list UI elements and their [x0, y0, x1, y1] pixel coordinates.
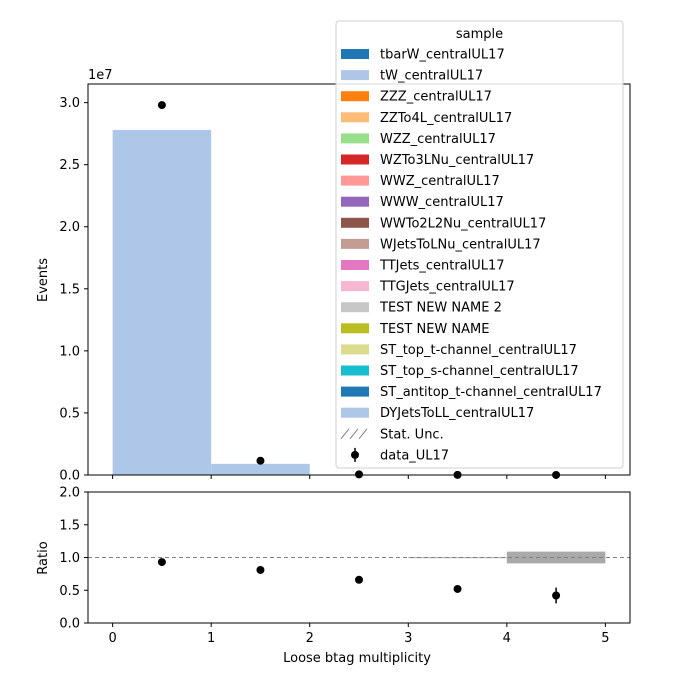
main-y-tick-label: 1.5	[59, 282, 80, 297]
main-y-tick-label: 1.0	[59, 344, 80, 359]
legend-swatch	[341, 112, 369, 123]
legend-entry-label: tbarW_centralUL17	[380, 48, 505, 63]
data-point-bin-0	[157, 101, 166, 110]
main-y-tick-label: 2.0	[59, 220, 80, 235]
ratio-y-tick-label: 0.0	[59, 617, 80, 632]
data-point-bin-1	[256, 456, 265, 465]
x-tick-label: 2	[306, 631, 314, 646]
legend-swatch	[341, 91, 369, 102]
legend-swatch	[341, 217, 369, 228]
legend-entry-label: ST_top_t-channel_centralUL17	[380, 343, 577, 358]
main-y-tick-label: 2.5	[59, 158, 80, 173]
hatch-line	[349, 428, 359, 440]
legend-swatch	[341, 386, 369, 397]
legend-swatch	[341, 281, 369, 292]
ratio-unc-band-1	[506, 551, 606, 564]
x-tick-label: 0	[108, 631, 116, 646]
legend-swatch	[341, 49, 369, 59]
x-tick-label: 1	[207, 631, 215, 646]
legend-entry-label: tW_centralUL17	[380, 69, 483, 84]
y-axis-label-ratio: Ratio	[36, 541, 51, 574]
legend-entry-label: DYJetsToLL_centralUL17	[380, 406, 534, 421]
y-scale-label: 1e7	[88, 68, 113, 83]
stack-bar-bin-1	[211, 463, 310, 475]
legend-entry-label: TEST NEW NAME 2	[379, 301, 502, 316]
hatch-line	[358, 428, 368, 440]
ratio-point-4	[552, 591, 561, 600]
x-tick-label: 3	[404, 631, 412, 646]
ratio-y-tick-label: 1.5	[59, 518, 80, 533]
legend-swatch	[341, 323, 369, 334]
ratio-point-1	[256, 565, 265, 574]
legend-entry-label: WWTo2L2Nu_centralUL17	[380, 216, 546, 231]
ratio-y-tick-label: 0.5	[59, 584, 80, 599]
legend-swatch	[341, 175, 369, 186]
legend-swatch	[341, 365, 369, 376]
legend-entry-label: TTGJets_centralUL17	[379, 280, 515, 295]
legend-entry-label: ZZTo4L_centralUL17	[380, 111, 512, 126]
legend-data-label: data_UL17	[380, 448, 449, 463]
legend-entry-label: TEST NEW NAME	[379, 322, 489, 337]
legend-entry-label: ZZZ_centralUL17	[380, 90, 492, 105]
ratio-y-tick-label: 1.0	[59, 551, 80, 566]
x-tick-label: 4	[503, 631, 511, 646]
legend-entry-label: WWW_centralUL17	[380, 195, 504, 210]
ratio-unc-band-0	[408, 557, 507, 559]
legend-entry-label: ST_antitop_t-channel_centralUL17	[380, 385, 602, 400]
legend-swatch	[341, 154, 369, 165]
ratio-point-2	[355, 575, 363, 584]
main-y-tick-label: 0.0	[59, 469, 80, 484]
legend-swatch	[341, 344, 369, 355]
legend-swatch	[341, 302, 369, 313]
legend-swatch	[341, 238, 369, 249]
ratio-y-tick-label: 2.0	[59, 486, 80, 501]
legend-unc-hatch-icon	[340, 428, 368, 440]
legend-entry-label: WZTo3LNu_centralUL17	[380, 153, 534, 168]
legend-data-marker	[351, 450, 359, 459]
x-axis-label: Loose btag multiplicity	[283, 651, 431, 666]
legend-entry-label: ST_top_s-channel_centralUL17	[380, 364, 579, 379]
legend-swatch	[341, 133, 369, 144]
main-y-tick-label: 3.0	[59, 96, 80, 111]
data-point-bin-2	[355, 470, 363, 479]
legend-swatch	[341, 407, 369, 418]
stack-bar-bin-0	[112, 129, 212, 475]
ratio-panel: 0.0 0.5 1.0 1.5 2.0 0 1 2 3 4 5	[59, 486, 631, 646]
legend-swatch	[341, 260, 369, 270]
legend-box	[335, 20, 624, 469]
legend-unc-label: Stat. Unc.	[380, 427, 444, 442]
hatch-line	[340, 428, 350, 440]
legend-entry-label: WZZ_centralUL17	[380, 132, 496, 147]
ratio-point-0	[157, 558, 166, 567]
x-tick-label: 5	[601, 631, 609, 646]
legend-title: sample	[456, 27, 503, 42]
legend-swatch	[341, 70, 369, 81]
ratio-point-3	[453, 584, 462, 593]
legend: sample tbarW_centralUL17 tW_centralUL17 ZZZ…	[335, 20, 624, 469]
legend-entry-label: WWZ_centralUL17	[380, 174, 500, 189]
legend-entry-label: WJetsToLNu_centralUL17	[380, 237, 541, 252]
y-axis-label-main: Events	[36, 258, 51, 302]
legend-swatch	[341, 196, 369, 207]
main-y-tick-label: 0.5	[59, 406, 80, 421]
legend-entry-label: TTJets_centralUL17	[379, 259, 505, 274]
